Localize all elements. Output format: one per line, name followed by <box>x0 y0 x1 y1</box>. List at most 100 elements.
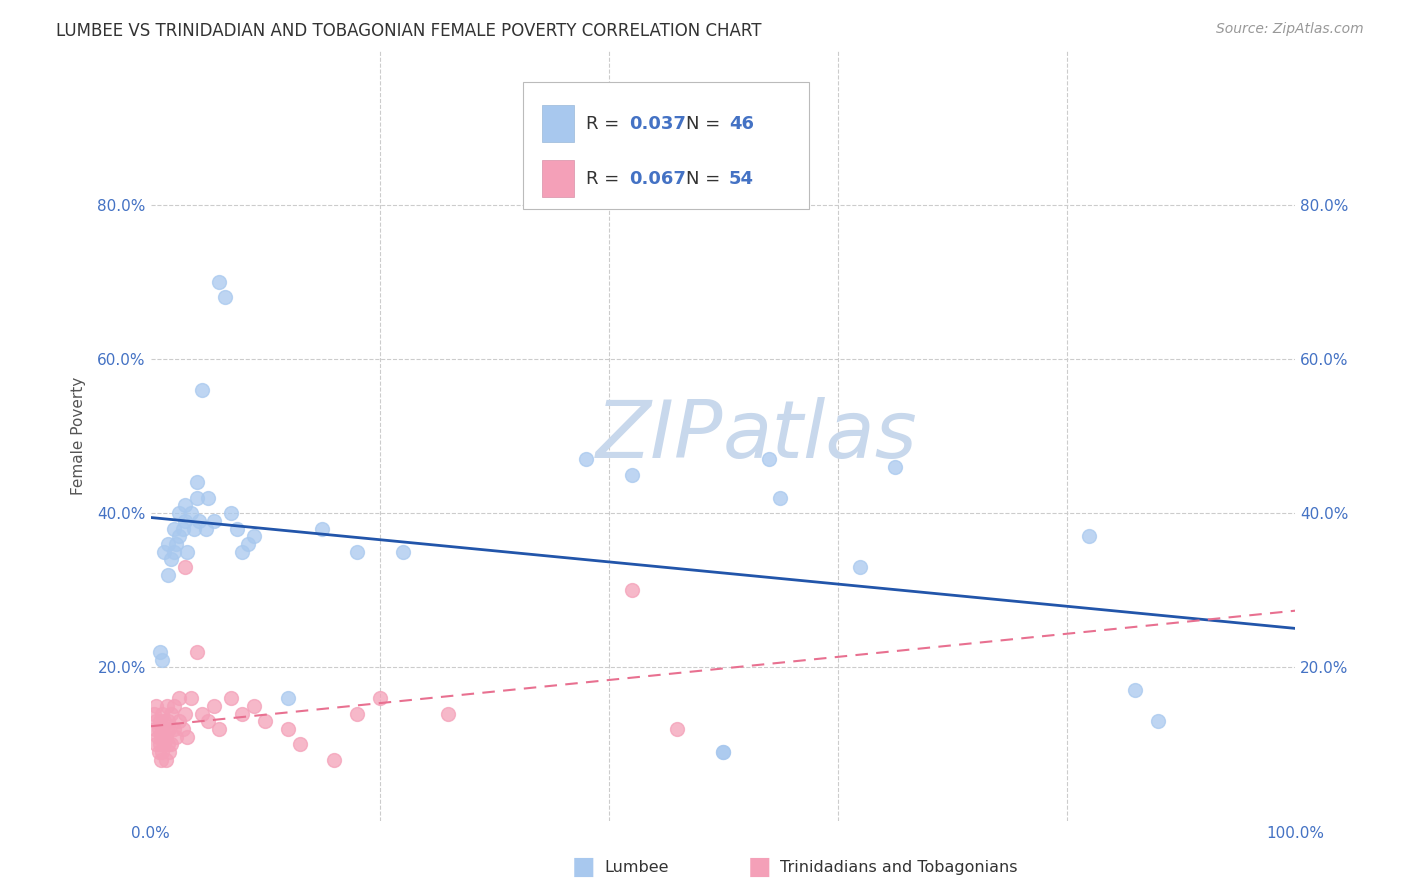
Point <box>150 745 173 759</box>
Text: 46: 46 <box>728 114 754 133</box>
Point <box>150 706 173 721</box>
Text: N =: N = <box>686 114 727 133</box>
Text: Lumbee: Lumbee <box>605 860 669 874</box>
Text: N =: N = <box>686 169 727 187</box>
Point <box>214 290 236 304</box>
Text: 54: 54 <box>728 169 754 187</box>
Point <box>150 730 173 744</box>
Point <box>186 645 208 659</box>
Point <box>172 722 194 736</box>
Point <box>157 722 180 736</box>
Point <box>202 514 225 528</box>
Point <box>1147 714 1170 729</box>
Point <box>311 522 333 536</box>
Point <box>183 522 205 536</box>
Point <box>174 514 197 528</box>
Point <box>156 714 179 729</box>
Point <box>191 706 214 721</box>
Point <box>197 714 219 729</box>
Point <box>849 560 872 574</box>
Point <box>180 691 202 706</box>
Point <box>437 706 460 721</box>
Point <box>156 722 179 736</box>
Point <box>197 491 219 505</box>
Point <box>160 738 183 752</box>
Y-axis label: Female Poverty: Female Poverty <box>72 377 86 495</box>
Point <box>156 537 179 551</box>
Point <box>236 537 259 551</box>
Text: Trinidadians and Tobagonians: Trinidadians and Tobagonians <box>780 860 1018 874</box>
Point <box>174 560 197 574</box>
Point <box>150 652 173 666</box>
Point <box>368 691 391 706</box>
Point <box>169 506 191 520</box>
Point <box>148 722 170 736</box>
Point <box>153 714 176 729</box>
Point <box>711 745 734 759</box>
Point <box>346 544 368 558</box>
Point <box>148 745 170 759</box>
Point <box>202 698 225 713</box>
Point <box>225 522 247 536</box>
Point <box>162 544 184 558</box>
Point <box>194 522 217 536</box>
Point <box>165 537 187 551</box>
Text: 0.067: 0.067 <box>630 169 686 187</box>
Text: ZIP: ZIP <box>596 397 723 475</box>
Point <box>156 567 179 582</box>
Point <box>231 706 253 721</box>
Point <box>322 753 344 767</box>
Point <box>143 722 166 736</box>
Text: 0.037: 0.037 <box>630 114 686 133</box>
Point <box>219 691 242 706</box>
Text: atlas: atlas <box>723 397 918 475</box>
Point <box>149 738 172 752</box>
Point <box>162 522 184 536</box>
Text: ■: ■ <box>572 855 595 879</box>
Point <box>155 730 177 744</box>
Point <box>208 722 231 736</box>
Point <box>254 714 277 729</box>
Point <box>180 506 202 520</box>
Point <box>242 698 264 713</box>
Point <box>883 459 905 474</box>
Point <box>666 722 689 736</box>
Point <box>162 722 184 736</box>
Point <box>277 722 299 736</box>
Point <box>165 730 187 744</box>
Point <box>191 383 214 397</box>
Point <box>242 529 264 543</box>
Point <box>172 522 194 536</box>
Point <box>169 714 191 729</box>
Point <box>150 722 173 736</box>
Point <box>176 544 198 558</box>
Point <box>1078 529 1101 543</box>
Point <box>145 714 167 729</box>
Point <box>277 691 299 706</box>
Point <box>157 745 180 759</box>
Point <box>153 738 176 752</box>
Point <box>156 738 179 752</box>
Point <box>186 475 208 490</box>
Text: LUMBEE VS TRINIDADIAN AND TOBAGONIAN FEMALE POVERTY CORRELATION CHART: LUMBEE VS TRINIDADIAN AND TOBAGONIAN FEM… <box>56 22 762 40</box>
Point <box>153 544 176 558</box>
Point <box>162 698 184 713</box>
Point <box>758 452 780 467</box>
Point <box>169 529 191 543</box>
Point <box>346 706 368 721</box>
FancyBboxPatch shape <box>543 160 574 197</box>
Point <box>187 514 209 528</box>
Point <box>174 499 197 513</box>
Point <box>176 730 198 744</box>
Point <box>391 544 413 558</box>
Point <box>769 491 792 505</box>
Text: Source: ZipAtlas.com: Source: ZipAtlas.com <box>1216 22 1364 37</box>
Point <box>143 706 166 721</box>
Point <box>575 452 598 467</box>
Point <box>146 730 169 744</box>
Point <box>145 698 167 713</box>
Point <box>160 552 183 566</box>
Point <box>219 506 242 520</box>
Point <box>1123 683 1146 698</box>
Text: ■: ■ <box>748 855 770 879</box>
